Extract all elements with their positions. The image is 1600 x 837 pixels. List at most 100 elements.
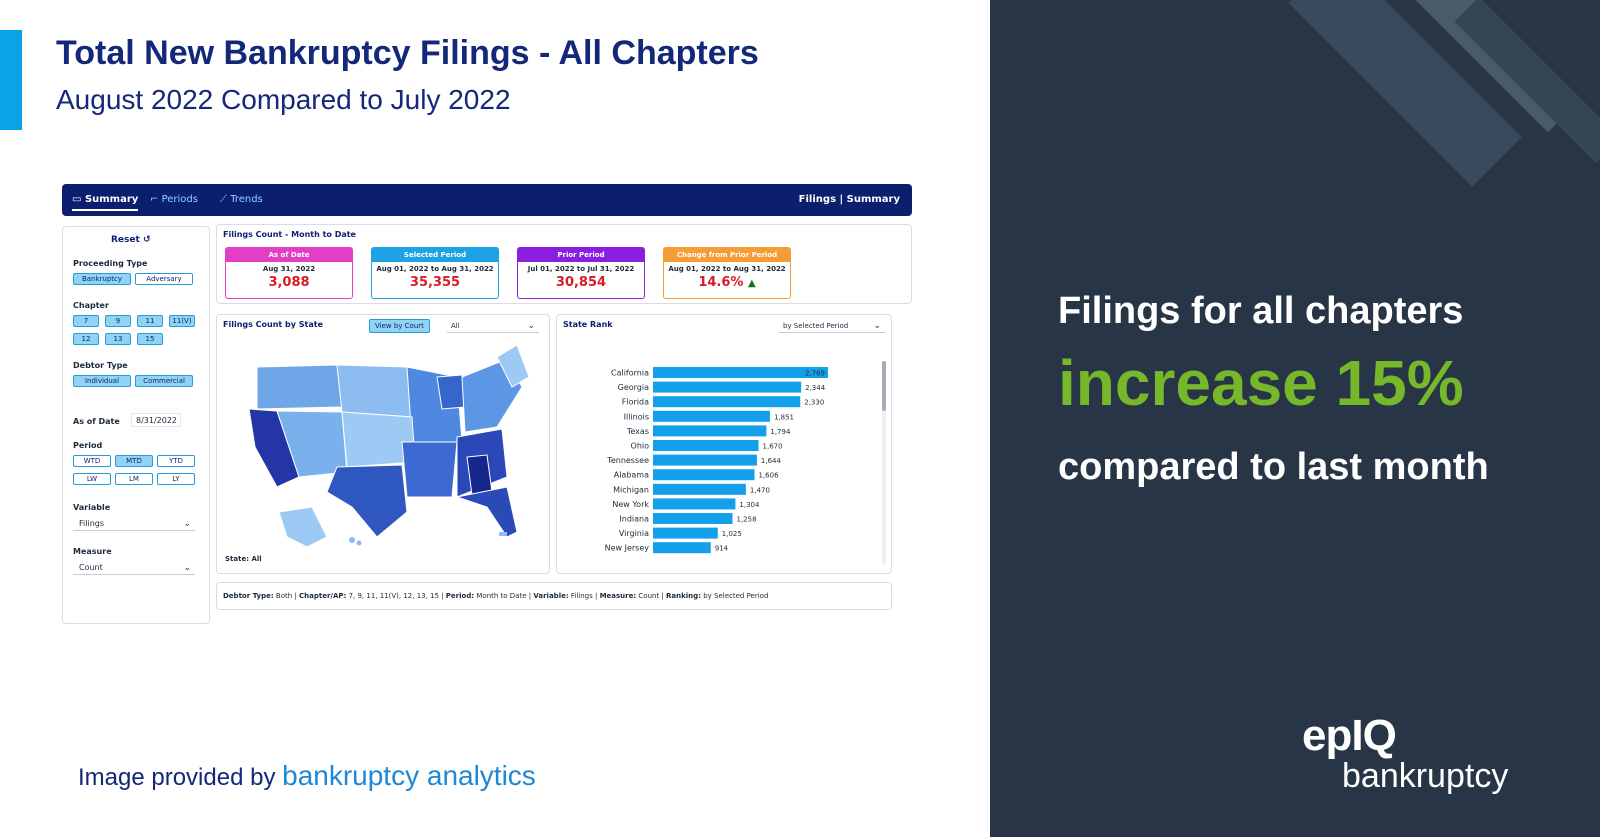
tab-summary[interactable]: ▭ Summary [72,194,139,211]
chip-chapter-15[interactable]: 15 [137,333,163,345]
bar-value-label: 1,606 [758,472,779,480]
as-of-date-input[interactable]: 8/31/2022 [131,413,181,427]
measure-value: Count [79,563,103,572]
page-subtitle: August 2022 Compared to July 2022 [56,84,511,115]
bar-category-label: Florida [622,398,649,407]
bar-value-label: 2,769 [805,370,825,378]
chip-mtd[interactable]: MTD [115,455,153,467]
summary-key: Measure: [599,592,637,600]
chip-individual[interactable]: Individual [73,375,131,387]
chip-ytd[interactable]: YTD [157,455,195,467]
dashboard-screenshot: ▭ Summary ⌐ Periods ⟋ Trends Filings | S… [62,184,912,624]
bar[interactable] [653,425,767,437]
map-region-california [248,408,300,488]
bar[interactable] [653,498,736,510]
chevron-down-icon: ⌄ [183,519,191,529]
rank-scrollbar[interactable] [882,361,886,565]
bar[interactable] [653,410,770,422]
chip-ly[interactable]: LY [157,473,195,485]
bar-category-label: California [611,369,649,378]
chip-commercial[interactable]: Commercial [135,375,193,387]
bar-category-label: Alabama [614,471,649,480]
bar[interactable] [653,469,755,481]
bar-value-label: 2,330 [804,399,824,407]
chip-lm[interactable]: LM [115,473,153,485]
chip-chapter-9[interactable]: 9 [105,315,131,327]
chip-chapter-11v[interactable]: 11(V) [169,315,195,327]
bar-value-label: 1,670 [763,443,783,451]
bar[interactable] [653,440,759,451]
chip-chapter-11[interactable]: 11 [137,315,163,327]
chip-lw[interactable]: LW [73,473,111,485]
image-credit: Image provided by bankruptcy analytics [78,760,536,792]
bar-category-label: Virginia [619,529,649,538]
rank-filter-dropdown[interactable]: by Selected Period ⌄ [779,319,885,333]
map-region-georgia [466,454,493,496]
bar-value-label: 1,644 [761,457,782,465]
bar-category-label: Tennessee [606,456,649,465]
chevron-down-icon: ⌄ [873,321,881,331]
tab-periods[interactable]: ⌐ Periods [150,194,198,205]
state-filter-dropdown[interactable]: All ⌄ [447,319,539,333]
us-map[interactable] [217,337,551,567]
bar-value-label: 2,344 [805,384,826,392]
chip-chapter-13[interactable]: 13 [105,333,131,345]
bar[interactable] [653,381,802,393]
nav-breadcrumb[interactable]: Filings | Summary [798,194,900,205]
kpi-date: Aug 31, 2022 [262,265,316,273]
summary-value: Count | [638,592,664,600]
kpi-panel-title: Filings Count - Month to Date [223,230,356,239]
bar[interactable] [653,483,746,495]
accent-bar [0,30,22,130]
bar-value-label: 914 [715,545,729,553]
map-panel-title: Filings Count by State [223,320,323,329]
bar-value-label: 1,258 [737,516,757,524]
bar[interactable] [653,454,757,466]
bar-category-label: Texas [626,427,649,436]
tab-summary-label: Summary [84,194,139,205]
bar-category-label: New York [612,500,649,509]
bar-category-label: Ohio [631,442,650,451]
variable-dropdown[interactable]: Filings ⌄ [73,517,195,531]
kpi-date: Jul 01, 2022 to Jul 31, 2022 [527,265,635,273]
headline-line-1: Filings for all chapters [1058,290,1464,332]
bar[interactable] [653,513,733,524]
logo-top: epIQ [1302,711,1397,760]
view-by-court-button[interactable]: View by Court [369,319,430,333]
tab-trends[interactable]: ⟋ Trends [220,194,263,205]
chevron-down-icon: ⌄ [527,321,535,331]
state-filter-value: All [451,322,460,330]
bar-category-label: Michigan [613,485,649,494]
chevron-down-icon: ⌄ [183,563,191,573]
chip-chapter-7[interactable]: 7 [73,315,99,327]
period-label: Period [73,441,103,450]
headline-line-3: compared to last month [1058,446,1489,488]
epiq-logo: epIQ bankruptcy [1302,711,1508,795]
credit-prefix: Image provided by [78,764,276,791]
chip-chapter-12[interactable]: 12 [73,333,99,345]
kpi-header: Change from Prior Period [664,248,790,262]
kpi-header: Selected Period [372,248,498,262]
chip-bankruptcy[interactable]: Bankruptcy [73,273,131,285]
bar[interactable] [653,396,801,408]
reset-button[interactable]: Reset ↺ [111,235,151,245]
map-panel: Filings Count by State View by Court All… [216,314,550,574]
rank-scrollbar-thumb[interactable] [882,361,886,411]
map-region-alaska [278,506,328,548]
map-region-hawaii [356,540,362,546]
kpi-value-row: 14.6% ▲ [664,275,790,290]
filter-summary-text: Debtor Type: Both | Chapter/AP: 7, 9, 11… [223,592,768,600]
chip-wtd[interactable]: WTD [73,455,111,467]
bar[interactable] [653,367,828,378]
measure-dropdown[interactable]: Count ⌄ [73,561,195,575]
bar-value-label: 1,851 [774,413,794,421]
summary-value: by Selected Period [703,592,769,600]
bar[interactable] [653,527,718,539]
summary-key: Period: [445,592,475,600]
kpi-change: Change from Prior Period Aug 01, 2022 to… [663,247,791,299]
bar[interactable] [653,542,711,554]
summary-key: Variable: [533,592,569,600]
chapter-label: Chapter [73,301,109,310]
chip-adversary[interactable]: Adversary [135,273,193,285]
